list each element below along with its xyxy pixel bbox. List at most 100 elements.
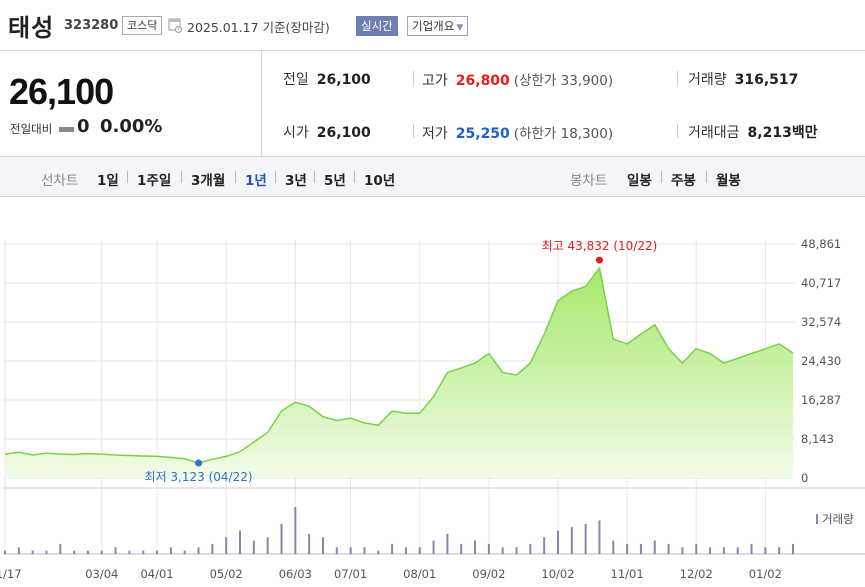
divider: [677, 124, 678, 138]
volume-bar: [183, 550, 186, 554]
volume-bar: [308, 533, 311, 554]
x-tick-label: 09/02: [472, 567, 505, 581]
x-tick-label: 07/01: [334, 567, 367, 581]
candle-monthly[interactable]: 월봉: [716, 173, 741, 189]
amount-unit: 백만: [791, 125, 818, 141]
y-tick-label: 0: [801, 471, 808, 485]
x-tick-label: 11/01: [611, 567, 644, 581]
volume-bar: [681, 547, 684, 554]
price-area-fill: [5, 268, 793, 478]
volume-bar: [239, 530, 242, 554]
period-3m[interactable]: 3개월: [191, 173, 226, 189]
realtime-button[interactable]: 실시간: [356, 16, 398, 36]
upper-limit: (상한가 33,900): [513, 73, 614, 89]
volume-bar: [156, 550, 159, 554]
y-tick-label: 32,574: [801, 315, 841, 329]
low-label: 저가: [422, 126, 448, 142]
volume-bar: [460, 543, 463, 554]
volume-bar: [128, 550, 131, 554]
candle-daily[interactable]: 일봉: [627, 173, 652, 189]
period-1w[interactable]: 1주일: [137, 173, 172, 189]
change-percent: 0.00%: [100, 116, 163, 137]
divider: [413, 124, 414, 138]
volume-bar: [556, 530, 559, 554]
price-line: [4, 266, 794, 464]
volume-bar: [570, 527, 573, 554]
volume-bar: [17, 547, 20, 554]
chart-period-bar: 선차트 1일 1주일 3개월 1년 3년 5년 10년 봉차트 일봉 주봉 월봉: [0, 157, 865, 197]
price-summary: 26,100 전일대비 0 0.00% 전일 26,100 고가 26,800 (상한…: [0, 50, 865, 157]
open-label: 시가: [283, 125, 309, 141]
volume-bar: [363, 547, 366, 554]
company-overview-label: 기업개요: [412, 19, 455, 33]
company-overview-dropdown[interactable]: 기업개요 ▼: [407, 16, 469, 36]
x-tick-label: 08/01: [403, 567, 436, 581]
x-axis: 01/17 03/04 04/01 05/02 06/03 07/01 08/01 09/02…: [0, 567, 782, 581]
volume-bar: [653, 540, 656, 554]
period-1d[interactable]: 1일: [97, 173, 119, 189]
high-cell: 고가 26,800 (상한가 33,900): [422, 69, 613, 90]
candle-weekly[interactable]: 주봉: [671, 173, 696, 189]
x-tick-label: 04/01: [140, 567, 173, 581]
volume-bar: [31, 550, 34, 554]
volume-bar: [432, 540, 435, 554]
volume-bar: [722, 547, 725, 554]
low-value: 25,250: [455, 126, 510, 142]
candle-chart-label: 봉차트: [570, 173, 608, 189]
amount-cell: 거래대금 8,213백만: [688, 122, 818, 142]
high-marker: [595, 256, 603, 264]
volume-bar: [100, 550, 103, 554]
divider: [235, 171, 236, 183]
period-5y[interactable]: 5년: [324, 173, 346, 189]
volume-bar: [404, 547, 407, 554]
stock-code: 323280: [64, 18, 119, 33]
volume-bar: [280, 523, 283, 554]
volume-bar: [59, 543, 62, 554]
volume-bar: [543, 537, 546, 554]
volume-value: 316,517: [734, 72, 799, 88]
period-10y[interactable]: 10년: [364, 173, 396, 189]
volume-bar: [418, 547, 421, 554]
volume-bar: [750, 543, 753, 554]
x-tick-label: 06/03: [279, 567, 312, 581]
amount-value: 8,213: [747, 125, 792, 141]
volume-label: 거래량: [688, 72, 727, 88]
volume-bar: [294, 507, 297, 554]
volume-bar: [639, 543, 642, 554]
current-price-cell: 26,100 전일대비 0 0.00%: [0, 51, 262, 156]
period-3y[interactable]: 3년: [285, 173, 307, 189]
divider: [314, 171, 315, 183]
low-annotation: 최저 3,123 (04/22): [145, 470, 253, 484]
volume-bar: [197, 547, 200, 554]
volume-legend: 거래량: [822, 512, 854, 526]
volume-bar: [266, 537, 269, 554]
low-marker: [195, 459, 203, 467]
x-tick-label: 12/02: [680, 567, 713, 581]
volume-bar: [349, 547, 352, 554]
volume-bar: [792, 543, 794, 554]
volume-bar: [73, 550, 76, 554]
price-chart[interactable]: 48,861 40,717 32,574 24,430 16,287 8,143 0 01/…: [0, 197, 865, 587]
high-annotation: 최고 43,832 (10/22): [542, 239, 658, 253]
x-tick-label: 05/02: [210, 567, 243, 581]
open-cell: 시가 26,100: [283, 122, 371, 142]
reference-date: 2025.01.17 기준(장마감): [187, 20, 330, 35]
volume-bar: [86, 550, 89, 554]
volume-bar: [515, 547, 518, 554]
open-value: 26,100: [316, 125, 371, 141]
volume-bar: [45, 550, 48, 554]
volume-bar: [114, 547, 117, 554]
x-tick-label: 03/04: [85, 567, 118, 581]
prev-close-label: 전일: [283, 72, 309, 88]
period-1y[interactable]: 1년: [245, 173, 267, 189]
high-value: 26,800: [455, 73, 510, 89]
divider: [706, 171, 707, 183]
volume-bar: [4, 550, 6, 554]
y-tick-label: 8,143: [801, 432, 834, 446]
x-tick-label: 01/02: [749, 567, 782, 581]
market-badge: 코스닥: [122, 16, 163, 35]
stock-header: 태성 323280 코스닥 2025.01.17 기준(장마감) 실시간 기업개…: [0, 0, 865, 50]
divider: [354, 171, 355, 183]
volume-bar: [529, 543, 532, 554]
volume-bar: [211, 543, 214, 554]
